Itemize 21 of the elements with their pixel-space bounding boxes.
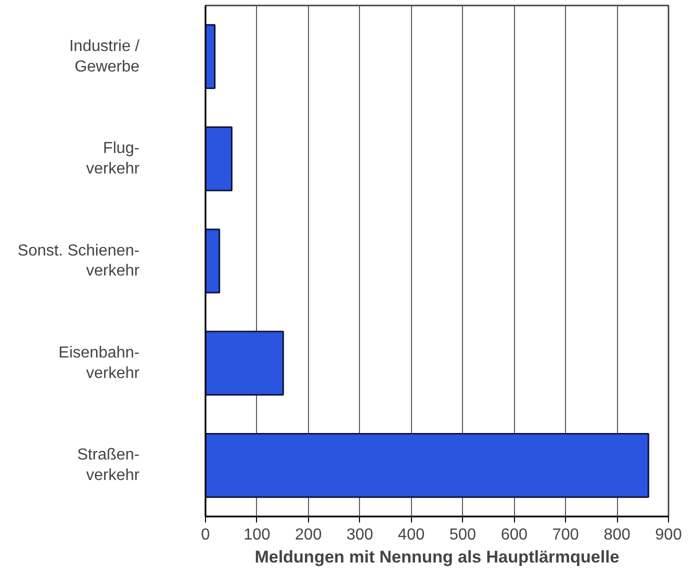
bar [206, 228, 220, 294]
x-tick-label: 700 [552, 526, 580, 544]
x-tick-label: 300 [346, 526, 374, 544]
y-tick-label: Flug- verkehr [86, 140, 140, 178]
x-tick-label: 600 [500, 526, 528, 544]
x-tick-label: 400 [398, 526, 425, 544]
bar [206, 330, 284, 396]
x-tick-label: 800 [604, 526, 631, 544]
x-tick-label: 200 [295, 526, 322, 544]
y-tick-label: Sonst. Schienen- verkehr [18, 242, 140, 280]
x-tick-label: 500 [449, 526, 476, 544]
bar [206, 432, 650, 498]
y-tick-label: Industrie / Gewerbe [69, 38, 140, 76]
x-tick-label: 0 [201, 526, 210, 544]
bar [206, 24, 216, 90]
bar [206, 126, 232, 192]
y-tick-label: Straßen- verkehr [77, 446, 140, 484]
x-axis-title: Meldungen mit Nennung als Hauptlärmquelle [254, 548, 620, 566]
y-tick-label: Eisenbahn- verkehr [58, 344, 140, 382]
x-tick-label: 900 [655, 526, 682, 544]
x-tick-label: 100 [244, 526, 270, 544]
